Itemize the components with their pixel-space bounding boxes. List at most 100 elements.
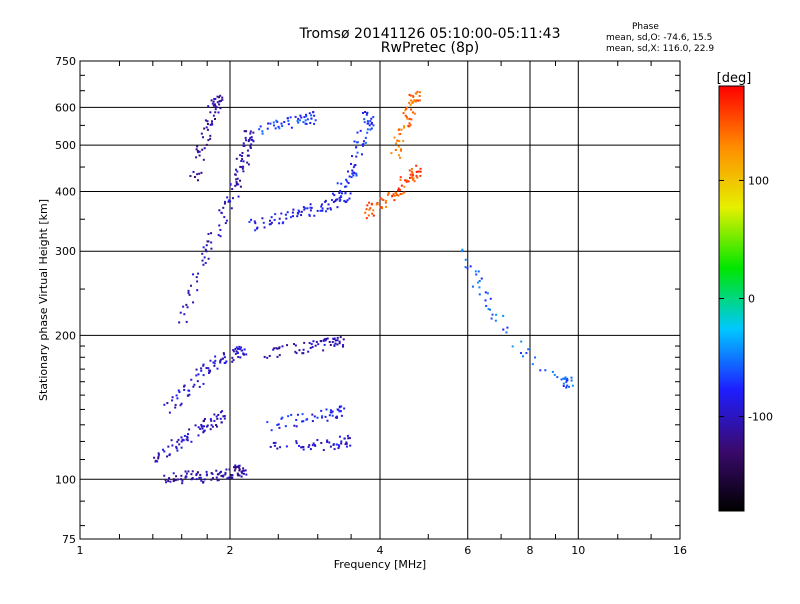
data-point: [157, 457, 160, 460]
data-point: [478, 293, 481, 296]
data-point: [195, 276, 198, 279]
data-point: [203, 127, 206, 130]
data-point: [413, 99, 416, 102]
data-point: [211, 425, 214, 428]
data-point: [250, 138, 253, 141]
data-point: [242, 472, 245, 475]
data-point: [283, 120, 286, 123]
data-point: [348, 175, 351, 178]
data-point: [406, 117, 409, 120]
data-point: [400, 149, 403, 152]
data-point: [172, 478, 175, 481]
data-point: [562, 384, 565, 387]
data-point: [474, 270, 477, 273]
data-point: [247, 154, 250, 157]
data-point: [484, 299, 487, 302]
data-point: [286, 344, 289, 347]
data-point: [231, 476, 234, 479]
data-point: [298, 444, 301, 447]
data-point: [317, 343, 320, 346]
data-point: [212, 361, 215, 364]
data-point: [531, 363, 534, 366]
data-point: [519, 352, 522, 355]
data-point: [215, 476, 218, 479]
data-point: [332, 443, 335, 446]
data-point: [305, 418, 308, 421]
data-point: [302, 348, 305, 351]
data-point: [323, 338, 326, 341]
data-point: [325, 210, 328, 213]
data-point: [566, 377, 569, 380]
data-point: [408, 93, 411, 96]
data-point: [395, 142, 398, 145]
data-point: [400, 184, 403, 187]
data-point: [342, 345, 345, 348]
data-point: [237, 183, 240, 186]
data-point: [326, 439, 329, 442]
data-point: [502, 328, 505, 331]
data-point: [171, 396, 174, 399]
data-point: [252, 131, 255, 134]
data-point: [301, 446, 304, 449]
data-point: [399, 148, 402, 151]
data-point: [415, 170, 418, 173]
data-point: [321, 416, 324, 419]
data-point: [413, 180, 416, 183]
data-point: [416, 99, 419, 102]
data-point: [287, 123, 290, 126]
data-point: [249, 132, 252, 135]
data-point: [387, 192, 390, 195]
data-point: [203, 418, 206, 421]
data-point: [342, 344, 345, 347]
data-point: [212, 100, 215, 103]
data-point: [570, 379, 573, 382]
data-point: [315, 340, 318, 343]
data-point: [398, 133, 401, 136]
data-point: [247, 149, 250, 152]
colorbar-tick-label: -100: [748, 411, 773, 424]
data-point: [202, 374, 205, 377]
data-point: [346, 199, 349, 202]
data-point: [345, 185, 348, 188]
data-point: [330, 411, 333, 414]
data-point: [263, 355, 266, 358]
y-tick-label: 750: [55, 55, 76, 68]
data-point: [343, 407, 346, 410]
data-point: [153, 456, 156, 459]
data-point: [355, 172, 358, 175]
data-point: [412, 95, 415, 98]
data-point: [326, 337, 329, 340]
data-point: [300, 116, 303, 119]
data-point: [329, 208, 332, 211]
data-point: [405, 180, 408, 183]
data-point: [216, 479, 219, 482]
data-point: [273, 444, 276, 447]
data-point: [347, 170, 350, 173]
data-point: [413, 112, 416, 115]
data-point: [527, 348, 530, 351]
data-point: [180, 478, 183, 481]
data-point: [417, 170, 420, 173]
data-point: [367, 122, 370, 125]
data-point: [321, 209, 324, 212]
data-point: [231, 188, 234, 191]
data-point: [214, 104, 217, 107]
y-tick-label: 600: [55, 101, 76, 114]
data-point: [305, 123, 308, 126]
data-point: [363, 118, 366, 121]
data-point: [380, 206, 383, 209]
data-point: [294, 344, 297, 347]
data-point: [408, 117, 411, 120]
data-point: [240, 475, 243, 478]
data-point: [183, 384, 186, 387]
data-point: [311, 420, 314, 423]
data-point: [234, 466, 237, 469]
data-point: [566, 379, 569, 382]
data-point: [209, 359, 212, 362]
data-point: [412, 101, 415, 104]
data-point: [309, 122, 312, 125]
data-point: [219, 411, 222, 414]
data-point: [219, 107, 222, 110]
data-point: [197, 151, 200, 154]
data-point: [316, 439, 319, 442]
